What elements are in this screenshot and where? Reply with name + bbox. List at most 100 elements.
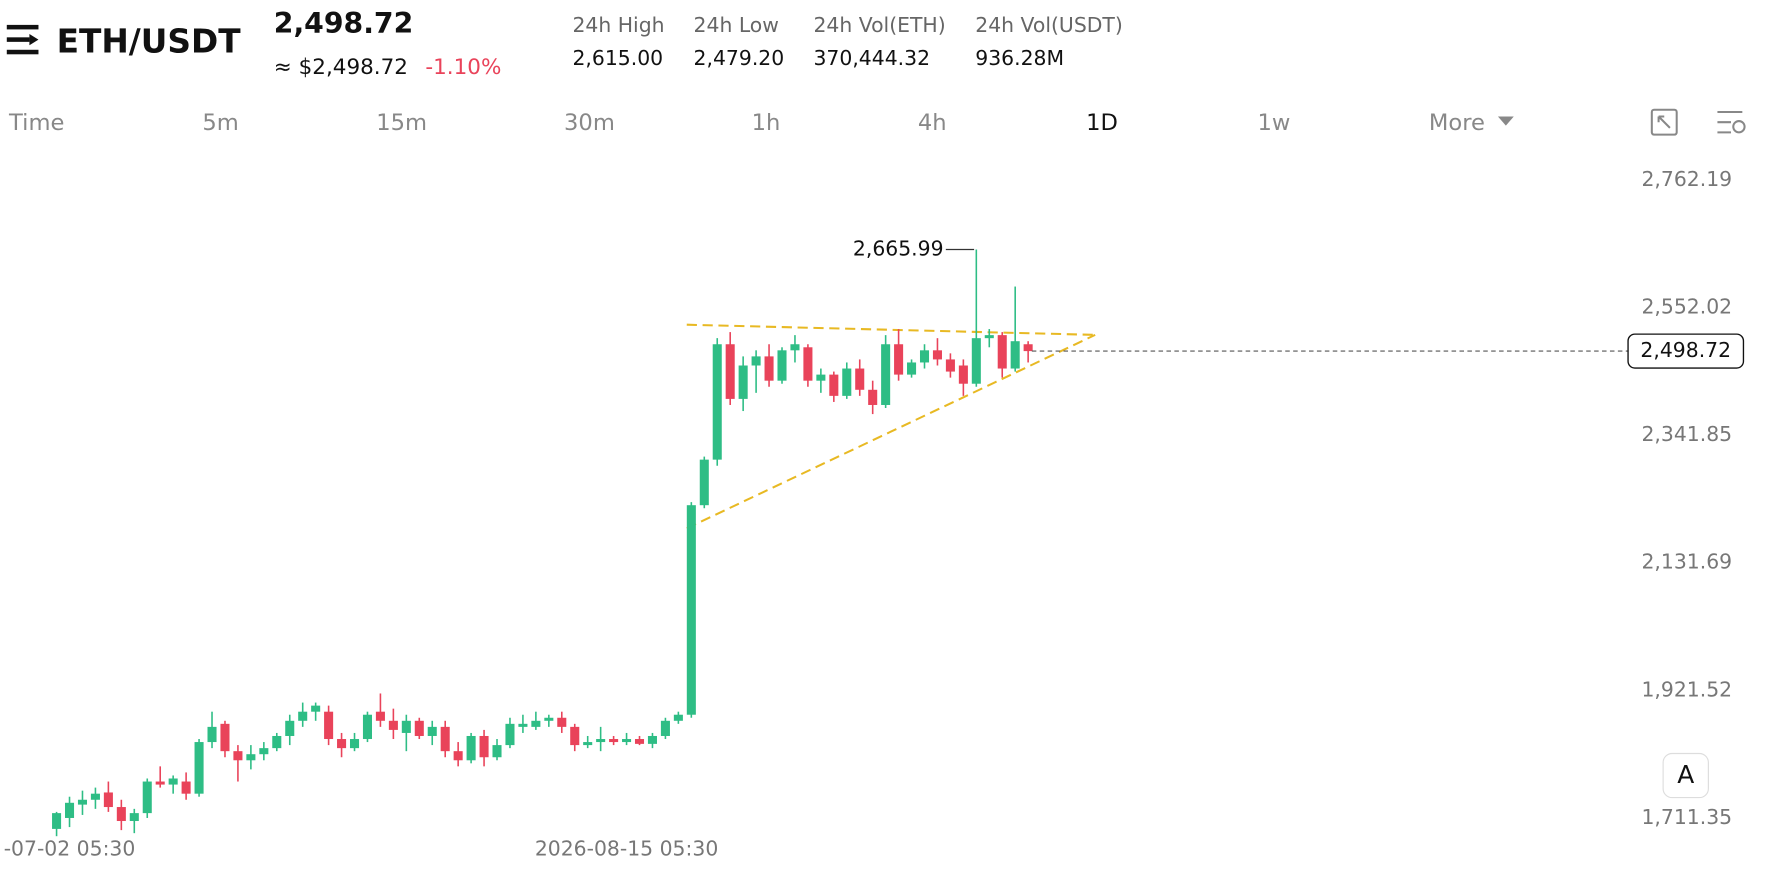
y-tick-label: 2,341.85 bbox=[1641, 422, 1732, 446]
candle-body bbox=[673, 714, 683, 721]
candle-body bbox=[337, 739, 347, 749]
approx-price: ≈ $2,498.72 bbox=[274, 55, 408, 80]
auto-button-label[interactable]: A bbox=[1677, 760, 1694, 789]
candle-body bbox=[738, 365, 748, 399]
candle-body bbox=[414, 720, 424, 736]
candle-body bbox=[712, 344, 722, 460]
candle-body bbox=[777, 350, 787, 381]
candle-body bbox=[168, 778, 178, 785]
y-tick-label: 2,131.69 bbox=[1641, 550, 1732, 574]
timeframe[interactable]: 5m bbox=[202, 110, 238, 136]
candle-body bbox=[1010, 341, 1020, 369]
candle-body bbox=[868, 389, 878, 405]
y-tick-label: 2,552.02 bbox=[1641, 294, 1732, 318]
candle-body bbox=[842, 368, 852, 396]
candle-body bbox=[207, 726, 217, 743]
fullscreen-arrow bbox=[1657, 115, 1671, 129]
timeframe[interactable]: More bbox=[1429, 110, 1485, 136]
candle-body bbox=[945, 359, 955, 372]
candle-body bbox=[816, 374, 826, 381]
trendlines bbox=[686, 323, 1096, 530]
menu-icon[interactable] bbox=[6, 24, 39, 55]
y-tick-label: 1,711.35 bbox=[1641, 805, 1732, 829]
stat-value: 936.28M bbox=[975, 46, 1064, 70]
candle-body bbox=[103, 792, 113, 808]
candle-body bbox=[311, 705, 321, 712]
candle-body bbox=[634, 739, 645, 744]
price-box bbox=[1627, 333, 1745, 369]
candle-body bbox=[220, 723, 230, 752]
candle-body bbox=[142, 781, 152, 814]
y-tick-label: 1,921.52 bbox=[1641, 677, 1732, 701]
timeframe[interactable]: 1D bbox=[1086, 110, 1118, 136]
stat-value: 2,615.00 bbox=[572, 46, 663, 70]
candle-body bbox=[932, 350, 942, 360]
menu-bar bbox=[6, 24, 39, 30]
candle-body bbox=[129, 813, 139, 822]
candle-body bbox=[116, 807, 126, 822]
last-price: 2,498.72 bbox=[274, 7, 413, 40]
candle-body bbox=[375, 711, 385, 721]
candle-body bbox=[790, 344, 800, 351]
candle-body bbox=[544, 717, 554, 721]
candle-body bbox=[155, 781, 165, 785]
timeframe[interactable]: 15m bbox=[376, 110, 427, 136]
candle-body bbox=[440, 726, 450, 752]
chart-tools bbox=[1650, 108, 1746, 136]
candle-body bbox=[272, 735, 282, 749]
candle-body bbox=[64, 802, 75, 818]
price-box-label: 2,498.72 bbox=[1640, 338, 1731, 362]
candle-body bbox=[492, 745, 502, 758]
timeframe[interactable]: Time bbox=[8, 110, 64, 136]
candle-body bbox=[324, 711, 334, 740]
symbol[interactable]: ETH/USDT bbox=[57, 22, 242, 60]
stat-label: 24h Low bbox=[694, 13, 779, 37]
timeframe[interactable]: 1h bbox=[752, 110, 781, 136]
candle-body bbox=[401, 720, 411, 733]
auto-button[interactable] bbox=[1662, 752, 1709, 799]
candle-body bbox=[984, 335, 994, 339]
menu-bar bbox=[6, 49, 39, 55]
candle-body bbox=[958, 365, 968, 384]
stat-label: 24h Vol(ETH) bbox=[813, 13, 945, 37]
candle-body bbox=[764, 356, 774, 381]
candle-body bbox=[596, 739, 606, 743]
price-change: -1.10% bbox=[425, 55, 501, 80]
candle-body bbox=[907, 362, 917, 375]
fullscreen-icon[interactable] bbox=[1650, 108, 1678, 136]
candle-body bbox=[997, 335, 1007, 369]
candle-body bbox=[894, 344, 904, 375]
candle-body bbox=[90, 793, 100, 800]
high-label: 2,665.99 bbox=[853, 237, 944, 261]
candle-body bbox=[246, 754, 256, 761]
menu-bar bbox=[6, 37, 30, 42]
candle-body bbox=[971, 338, 981, 384]
candle-body bbox=[751, 356, 761, 366]
plot: 1,711.35 1,921.52 2,131.69 2,341.85 2,552.02… bbox=[4, 167, 1745, 861]
candle-body bbox=[855, 368, 865, 390]
trendline-lower bbox=[686, 333, 1096, 530]
settings-icon[interactable] bbox=[1717, 110, 1743, 134]
toolbar: Time 5m 15m 30m 1h 4h 1D 1w More bbox=[8, 110, 1514, 136]
trendline-upper bbox=[686, 323, 1096, 336]
candle-body bbox=[725, 344, 735, 399]
candle-body bbox=[829, 374, 839, 396]
candle-body bbox=[194, 742, 204, 794]
candle-body bbox=[259, 748, 269, 755]
candle-body bbox=[919, 350, 930, 363]
candle-body bbox=[466, 735, 476, 761]
candle-body bbox=[52, 813, 62, 829]
candle-body bbox=[531, 720, 541, 727]
candle-body bbox=[427, 726, 437, 736]
y-tick-label: 2,762.19 bbox=[1641, 167, 1732, 191]
timeframe[interactable]: 4h bbox=[918, 110, 947, 136]
timeframe[interactable]: 1w bbox=[1257, 110, 1290, 136]
timeframe[interactable]: 30m bbox=[564, 110, 615, 136]
settings-gear bbox=[1732, 120, 1746, 134]
x-tick-label: 2026-08-15 05:30 bbox=[535, 837, 718, 861]
candle-body bbox=[583, 742, 593, 746]
candle-body bbox=[479, 735, 489, 758]
more-arrow bbox=[1497, 116, 1514, 126]
